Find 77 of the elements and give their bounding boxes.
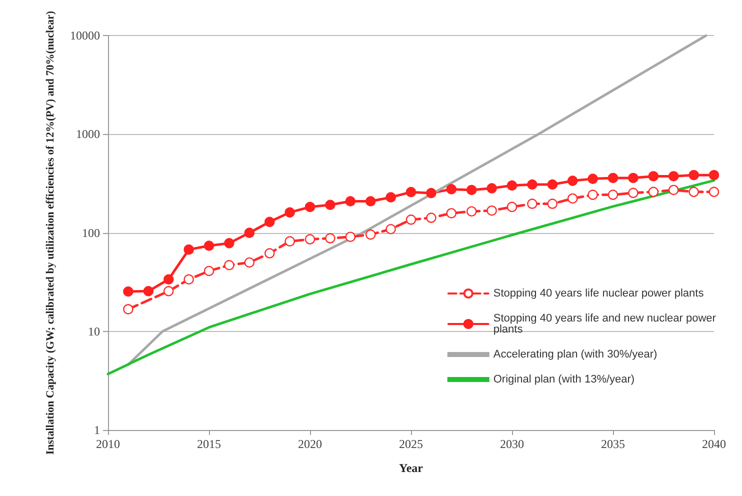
- x-tick-label: 2020: [298, 437, 322, 451]
- y-tick-label: 1000: [76, 127, 100, 142]
- point: [527, 179, 538, 190]
- point: [345, 196, 356, 206]
- point: [568, 176, 578, 186]
- x-tick-label: 2030: [500, 437, 524, 451]
- point: [426, 212, 436, 223]
- point: [426, 188, 436, 198]
- point: [688, 186, 699, 197]
- x-tick-label: 2015: [197, 437, 221, 451]
- point: [588, 190, 598, 200]
- point: [184, 244, 194, 255]
- legend-label: Stopping 40 years life and new nuclear power plants: [493, 312, 719, 336]
- point: [366, 196, 376, 206]
- legend-label: Original plan (with 13%/year): [493, 374, 635, 386]
- point: [224, 260, 234, 270]
- point: [325, 233, 336, 244]
- point: [628, 188, 638, 198]
- point: [143, 286, 154, 296]
- point: [284, 236, 295, 246]
- point: [304, 234, 316, 244]
- point: [345, 232, 356, 242]
- point: [244, 228, 254, 238]
- point: [708, 186, 720, 197]
- point: [688, 170, 699, 180]
- point: [164, 274, 174, 284]
- point: [648, 186, 658, 197]
- y-tick-label: 10000: [70, 28, 100, 43]
- x-axis-title: Year: [399, 461, 424, 475]
- point: [123, 304, 134, 314]
- point: [204, 240, 214, 251]
- point: [123, 286, 134, 297]
- point: [264, 248, 275, 258]
- point: [506, 202, 518, 212]
- point: [486, 183, 497, 194]
- point: [386, 224, 396, 234]
- x-tick-label: 2025: [399, 437, 423, 451]
- legend-label: Accelerating plan (with 30%/year): [493, 348, 658, 360]
- point: [547, 198, 558, 209]
- point: [446, 184, 456, 194]
- point: [648, 171, 658, 182]
- x-tick-label: 2035: [601, 437, 625, 451]
- point: [204, 266, 214, 276]
- point: [264, 216, 275, 228]
- point: [325, 200, 336, 210]
- point: [466, 184, 477, 196]
- point: [668, 171, 679, 182]
- y-tick-label: 10: [88, 324, 100, 338]
- point: [628, 172, 638, 184]
- point: [446, 208, 456, 218]
- point: [588, 174, 598, 184]
- point: [406, 186, 416, 198]
- point: [547, 179, 558, 190]
- point: [386, 192, 396, 202]
- x-tick-label: 2040: [702, 437, 726, 451]
- point: [506, 180, 518, 191]
- point: [608, 172, 618, 184]
- point: [406, 214, 416, 225]
- x-tick-label: 2010: [96, 437, 120, 451]
- point: [486, 206, 497, 216]
- point: [224, 238, 234, 248]
- y-tick-label: 1: [94, 423, 100, 437]
- point: [608, 190, 618, 200]
- legend-label: Stopping 40 years life nuclear power plants: [493, 288, 704, 300]
- point: [164, 286, 174, 296]
- point: [304, 202, 316, 212]
- y-axis-title: Installation Capacity (GW; calibrated by utilization efficiencies of 12%(PV) and 70%(nuclear): [44, 10, 56, 455]
- y-tick-label: 100: [82, 226, 100, 240]
- point: [284, 207, 295, 218]
- point: [527, 198, 538, 209]
- point: [244, 257, 254, 268]
- point: [184, 274, 194, 284]
- point: [366, 229, 376, 240]
- point: [568, 193, 578, 204]
- point: [668, 184, 679, 196]
- point: [466, 206, 477, 216]
- point: [708, 170, 720, 180]
